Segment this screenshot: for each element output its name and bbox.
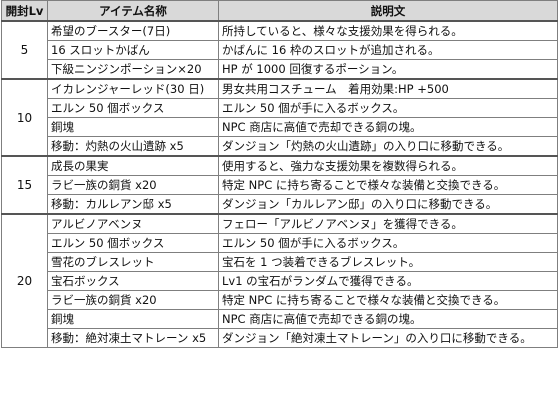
item-name-cell: エルン 50 個ボックス (47, 98, 219, 118)
item-name-cell: エルン 50 個ボックス (47, 233, 219, 253)
table-row: ラビ一族の銅貨 x20 特定 NPC に持ち寄ることで様々な装備と交換できる。 (2, 175, 558, 195)
level-cell: 20 (1, 213, 48, 348)
header-item-name: アイテム名称 (47, 0, 219, 22)
table-row: 雪花のブレスレット 宝石を 1 つ装着できるブレスレット。 (2, 252, 558, 272)
description-cell: 使用すると、強力な支援効果を複数得られる。 (218, 155, 558, 176)
item-name-cell: ラビ一族の銅貨 x20 (47, 175, 219, 195)
header-description: 説明文 (218, 0, 558, 22)
item-name-cell: イカレンジャーレッド(30 日) (47, 78, 219, 99)
item-name-cell: 雪花のブレスレット (47, 252, 219, 272)
level-cell: 15 (1, 155, 48, 215)
table-row: 銅塊 NPC 商店に高値で売却できる銅の塊。 (2, 117, 558, 137)
description-cell: HP が 1000 回復するポーション。 (218, 59, 558, 80)
table-row: 10 イカレンジャーレッド(30 日) 男女共用コスチューム 着用効果:HP +50… (1, 78, 558, 157)
item-name-cell: 移動：灼熱の火山遺跡 x5 (47, 136, 219, 157)
description-cell: フェロー「アルビノアベンヌ」を獲得できる。 (218, 213, 558, 234)
item-name-cell: 16 スロットかばん (47, 40, 219, 60)
item-name-cell: 成長の果実 (47, 155, 219, 176)
item-name-cell: 銅塊 (47, 117, 219, 137)
table-row: エルン 50 個ボックス エルン 50 個が手に入るボックス。 (2, 233, 558, 253)
description-cell: 男女共用コスチューム 着用効果:HP +500 (218, 78, 558, 99)
description-cell: ダンジョン「絶対凍土マトレーン」の入り口に移動できる。 (218, 328, 558, 348)
table-row: ラビ一族の銅貨 x20 特定 NPC に持ち寄ることで様々な装備と交換できる。 (2, 290, 558, 310)
table-row: 15 成長の果実 使用すると、強力な支援効果を複数得られる。 (1, 155, 558, 215)
description-cell: ダンジョン「カルレアン邸」の入り口に移動できる。 (218, 194, 558, 215)
description-cell: エルン 50 個が手に入るボックス。 (218, 98, 558, 118)
level-group: 15 成長の果実 使用すると、強力な支援効果を複数得られる。 ラビ一族の銅貨 x20 特… (1, 155, 558, 215)
item-name-cell: ラビ一族の銅貨 x20 (47, 290, 219, 310)
item-name-cell: 移動：絶対凍土マトレーン x5 (47, 328, 219, 348)
table-row: 16 スロットかばん かばんに 16 枠のスロットが追加される。 (2, 40, 558, 60)
table-row: 移動：絶対凍土マトレーン x5 ダンジョン「絶対凍土マトレーン」の入り口に移動でき… (2, 328, 558, 348)
description-cell: NPC 商店に高値で売却できる銅の塊。 (218, 309, 558, 329)
table-row: 5 希望のブースター(7日) 所持していると、様々な支援効果を得られる。 (1, 20, 558, 80)
description-cell: 特定 NPC に持ち寄ることで様々な装備と交換できる。 (218, 290, 558, 310)
item-name-cell: アルビノアベンヌ (47, 213, 219, 234)
description-cell: 所持していると、様々な支援効果を得られる。 (218, 20, 558, 41)
description-cell: 特定 NPC に持ち寄ることで様々な装備と交換できる。 (218, 175, 558, 195)
description-cell: 宝石を 1 つ装着できるブレスレット。 (218, 252, 558, 272)
table-row: 移動：灼熱の火山遺跡 x5 ダンジョン「灼熱の火山遺跡」の入り口に移動できる。 (2, 136, 558, 157)
description-cell: Lv1 の宝石がランダムで獲得できる。 (218, 271, 558, 291)
table-row: 移動：カルレアン邸 x5 ダンジョン「カルレアン邸」の入り口に移動できる。 (2, 194, 558, 215)
description-cell: エルン 50 個が手に入るボックス。 (218, 233, 558, 253)
item-name-cell: 宝石ボックス (47, 271, 219, 291)
level-group: 5 希望のブースター(7日) 所持していると、様々な支援効果を得られる。 16 スロッ… (1, 20, 558, 80)
description-cell: かばんに 16 枠のスロットが追加される。 (218, 40, 558, 60)
table-row: エルン 50 個ボックス エルン 50 個が手に入るボックス。 (2, 98, 558, 118)
table-row: 下級ニンジンポーション×20 HP が 1000 回復するポーション。 (2, 59, 558, 80)
level-cell: 5 (1, 20, 48, 80)
table-row: 宝石ボックス Lv1 の宝石がランダムで獲得できる。 (2, 271, 558, 291)
item-name-cell: 銅塊 (47, 309, 219, 329)
item-name-cell: 下級ニンジンポーション×20 (47, 59, 219, 80)
table-row: 20 アルビノアベンヌ フェロー「アルビノアベンヌ」を獲得できる。 (1, 213, 558, 348)
item-name-cell: 移動：カルレアン邸 x5 (47, 194, 219, 215)
item-name-cell: 希望のブースター(7日) (47, 20, 219, 41)
level-group: 10 イカレンジャーレッド(30 日) 男女共用コスチューム 着用効果:HP +50… (1, 78, 558, 157)
description-cell: NPC 商店に高値で売却できる銅の塊。 (218, 117, 558, 137)
table-header: 開封Lv アイテム名称 説明文 (1, 0, 558, 22)
table-row: 銅塊 NPC 商店に高値で売却できる銅の塊。 (2, 309, 558, 329)
header-level: 開封Lv (1, 0, 48, 22)
level-group: 20 アルビノアベンヌ フェロー「アルビノアベンヌ」を獲得できる。 エルン 50 個ボ… (1, 213, 558, 348)
level-cell: 10 (1, 78, 48, 157)
header-row: 開封Lv アイテム名称 説明文 (1, 0, 558, 22)
reward-table: 開封Lv アイテム名称 説明文 5 希望のブースター(7日) 所持していると、様々な… (1, 0, 558, 348)
description-cell: ダンジョン「灼熱の火山遺跡」の入り口に移動できる。 (218, 136, 558, 157)
